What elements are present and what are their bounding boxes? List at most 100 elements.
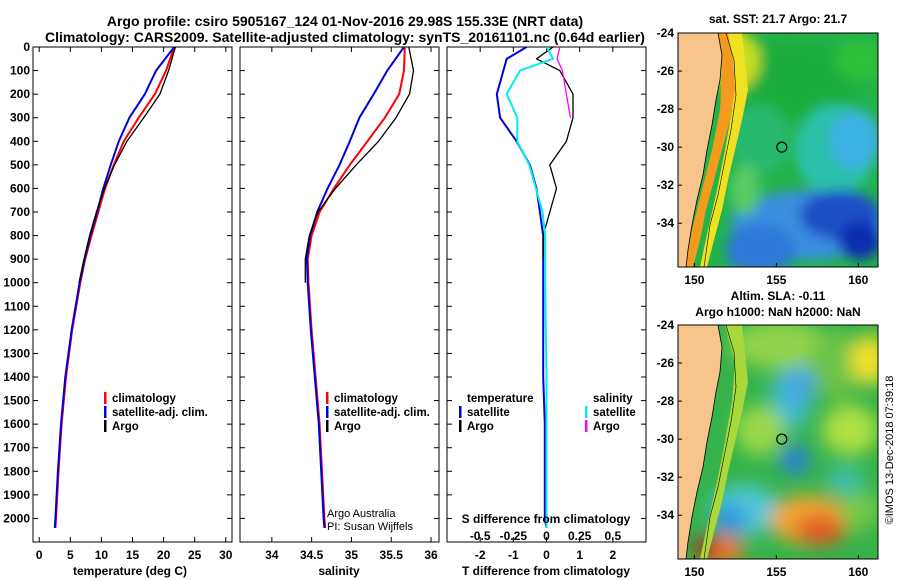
x-tick-label: 0 [36, 548, 43, 562]
legend-satellite-label: satellite-adj. clim. [112, 407, 208, 419]
depth-tick-label: 300 [10, 111, 30, 125]
lat-tick-label: -32 [657, 470, 675, 484]
salinity-plot-frame [239, 46, 440, 543]
depth-axis: 0 100 200 300 400 500 600 700 800 900 1000 1100 1200… [3, 40, 232, 525]
depth-tick-label: 900 [10, 252, 30, 266]
lon-tick-label: 160 [848, 273, 868, 287]
salinity-depth-ticks [240, 46, 439, 519]
series-line-salinity-argo [556, 47, 572, 118]
x-tick-label: -2 [475, 548, 486, 562]
t-difference-axis-label: T difference from climatology [462, 564, 630, 578]
salinity-diff-legend: salinity satellite Argo [585, 393, 636, 433]
depth-tick-label: 1200 [3, 323, 30, 337]
x-tick-label: 20 [157, 548, 171, 562]
lat-tick-label: -28 [657, 394, 675, 408]
land-mask [678, 325, 722, 559]
legend-satellite-swatch [104, 406, 107, 418]
legend-s-satellite-label: satellite [593, 407, 636, 419]
depth-tick-label: 1100 [4, 299, 30, 313]
legend-t-satellite-swatch [459, 406, 462, 418]
sst-map-title: sat. SST: 21.7 Argo: 21.7 [709, 12, 848, 26]
t-difference-axis: -2 -1 0 1 2 [475, 47, 616, 562]
x-tick-label: 15 [126, 548, 140, 562]
float-position-marker [776, 141, 788, 153]
s-tick-label: 0.25 [568, 529, 592, 543]
credit-argo-australia: Argo Australia [327, 508, 396, 520]
depth-tick-label: 600 [10, 181, 30, 195]
legend-argo-swatch [326, 420, 329, 432]
salinity-axis-label: salinity [318, 564, 360, 578]
x-tick-label: 34.5 [300, 548, 324, 562]
depth-tick-label: 1900 [3, 488, 30, 502]
x-tick-label: 2 [609, 548, 616, 562]
legend-climatology-label: climatology [334, 393, 399, 405]
lat-tick-label: -34 [657, 216, 675, 230]
lat-tick-label: -28 [657, 102, 675, 116]
sst-map-frame [677, 32, 879, 268]
s-tick-label: -0.25 [500, 529, 528, 543]
sla-map-field [678, 325, 878, 559]
figure-title-line2: Climatology: CARS2009. Satellite-adjuste… [45, 29, 645, 45]
s-tick-label: 0 [543, 529, 550, 543]
series-line-temperature-argo [535, 47, 574, 260]
temperature-panel: 0100200300400500600700800900100011001200… [3, 40, 232, 578]
temperature-plot-frame [32, 46, 233, 543]
series-line-argo [78, 47, 177, 283]
legend-temperature-title: temperature [467, 393, 533, 405]
depth-tick-label: 1400 [3, 370, 30, 384]
legend-salinity-title: salinity [593, 393, 633, 405]
x-tick-label: 1 [576, 548, 583, 562]
x-tick-label: 36 [424, 548, 438, 562]
depth-tick-label: 500 [10, 158, 30, 172]
figure-title-line1: Argo profile: csiro 5905167_124 01-Nov-2… [107, 13, 583, 29]
depth-tick-label: 1600 [3, 417, 30, 431]
lat-tick-label: -32 [657, 178, 675, 192]
lon-tick-label: 160 [848, 565, 868, 579]
series-line-satellite-adj-clim- [305, 47, 405, 528]
series-line-argo [304, 47, 415, 283]
lat-tick-label: -26 [657, 64, 675, 78]
lon-tick-label: 150 [684, 565, 704, 579]
lat-tick-label: -34 [657, 508, 675, 522]
series-line-temperature-satellite [495, 47, 548, 529]
x-tick-label: -1 [508, 548, 519, 562]
lat-tick-label: -26 [657, 356, 675, 370]
lat-tick-label: -24 [657, 26, 675, 40]
legend-argo-label: Argo [112, 421, 139, 433]
depth-tick-label: 2000 [3, 511, 30, 525]
sst-map-field [678, 33, 878, 267]
legend-climatology-swatch [326, 392, 329, 404]
temperature-diff-legend: temperature satellite Argo [459, 393, 533, 433]
depth-tick-label: 1500 [3, 394, 30, 408]
lon-tick-label: 155 [766, 273, 786, 287]
legend-s-satellite-swatch [585, 406, 588, 418]
temperature-axis-label: temperature (deg C) [73, 564, 187, 578]
x-tick-label: 30 [219, 548, 233, 562]
legend-t-argo-label: Argo [467, 421, 494, 433]
temperature-legend: climatology satellite-adj. clim. Argo [104, 392, 208, 433]
depth-tick-label: 1000 [3, 276, 30, 290]
x-tick-label: 0 [543, 548, 550, 562]
salinity-legend: climatology satellite-adj. clim. Argo [326, 392, 430, 433]
salinity-panel: 34 34.5 35 35.5 36 salinity climatology sate… [239, 46, 440, 578]
sla-map: Altim. SLA: -0.11 Argo h1000: NaN h2000:… [657, 289, 879, 579]
lat-tick-label: -24 [657, 318, 675, 332]
sla-map-frame [677, 324, 879, 560]
x-tick-label: 35.5 [380, 548, 404, 562]
s-tick-label: -0.5 [470, 529, 491, 543]
depth-tick-label: 0 [23, 40, 30, 54]
legend-t-satellite-label: satellite [467, 407, 510, 419]
lon-tick-label: 155 [766, 565, 786, 579]
legend-satellite-label: satellite-adj. clim. [334, 407, 430, 419]
temperature-axis: 0 5 10 15 20 25 30 [36, 47, 233, 562]
depth-tick-label: 1700 [3, 441, 30, 455]
s-difference-axis: -0.5 -0.25 0 0.25 0.5 [470, 529, 622, 543]
x-tick-label: 35 [345, 548, 359, 562]
land-mask [678, 33, 722, 267]
sst-map: sat. SST: 21.7 Argo: 21.7 [657, 12, 879, 287]
lat-tick-label: -30 [657, 140, 675, 154]
legend-t-argo-swatch [459, 420, 462, 432]
s-difference-axis-label: S difference from climatology [462, 512, 631, 526]
legend-s-argo-swatch [585, 420, 588, 432]
s-tick-label: 0.5 [604, 529, 621, 543]
